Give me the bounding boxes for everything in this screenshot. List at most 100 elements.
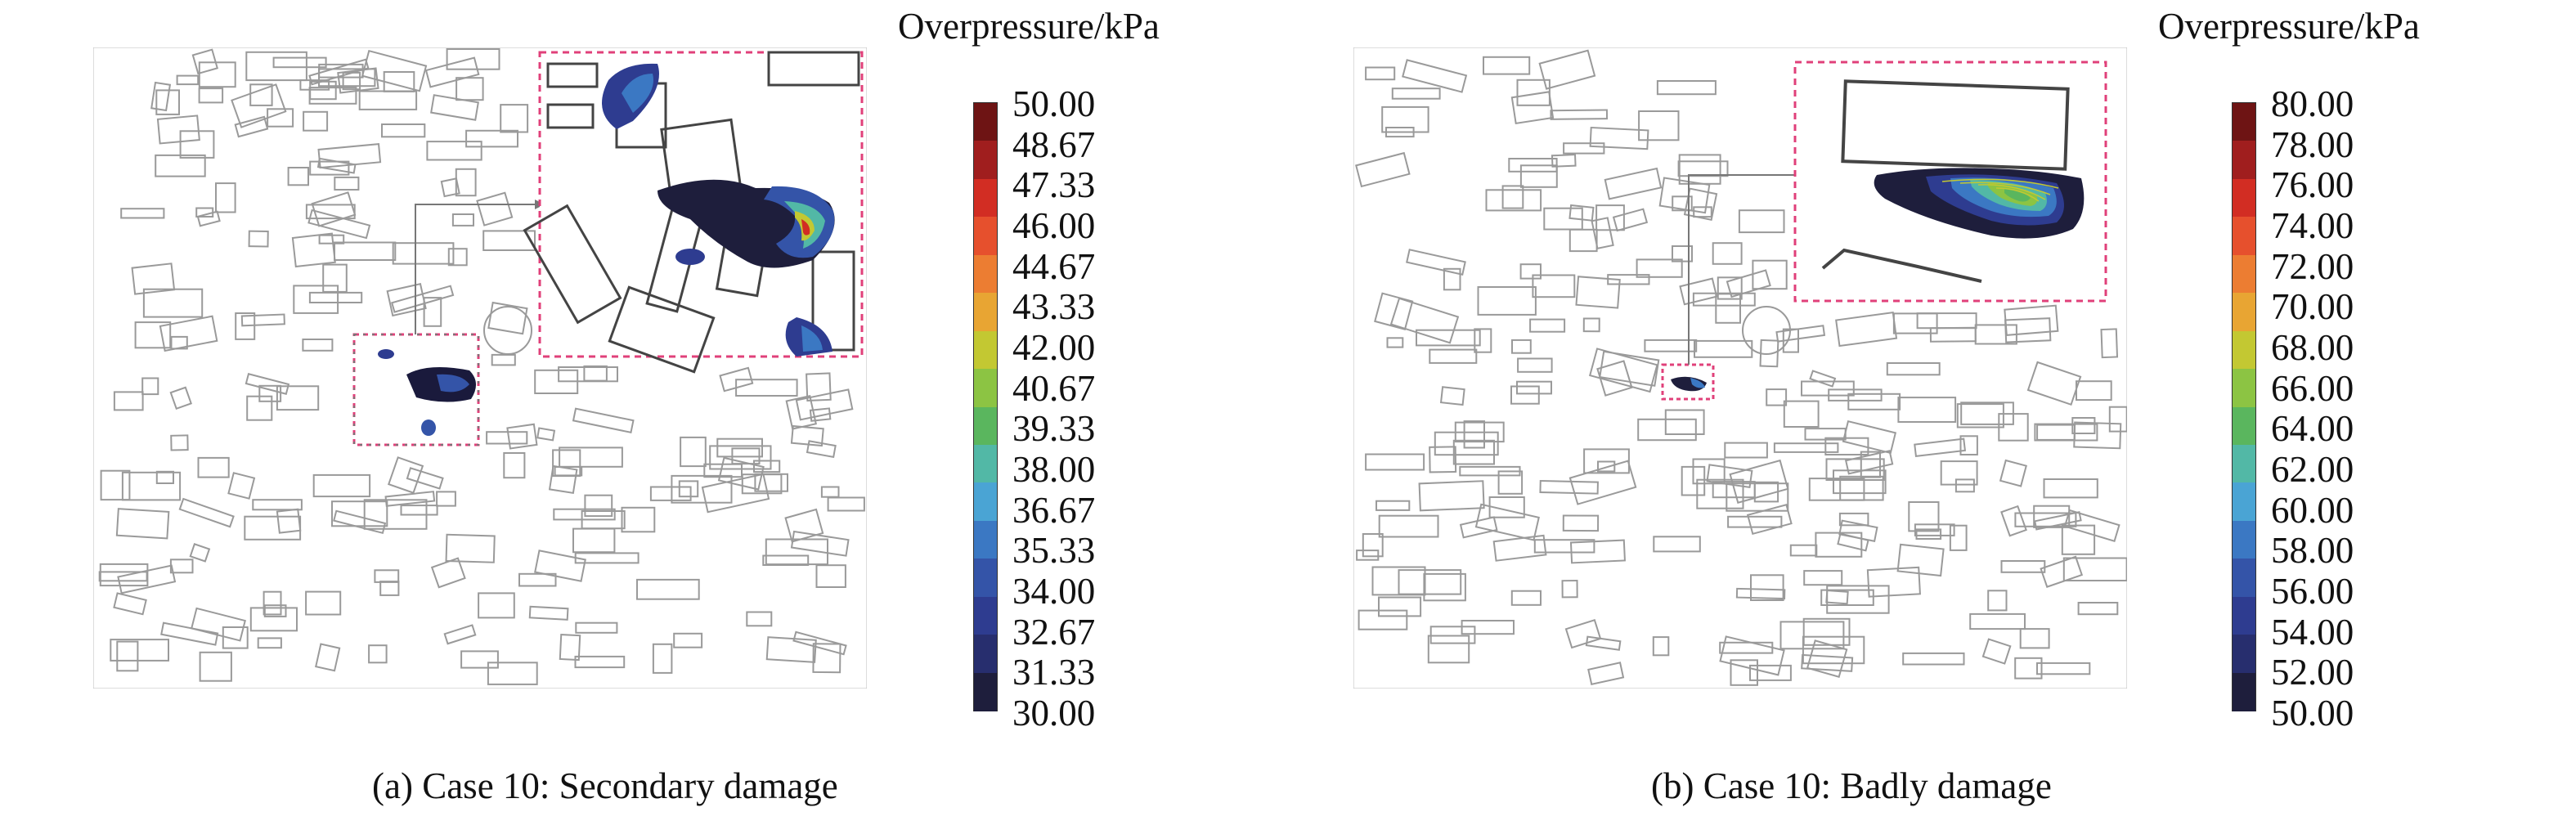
building-outline (785, 395, 817, 430)
building-outline (196, 210, 221, 227)
panel-a: Overpressure/kPa 50.00 48.67 47.33 46.00 44.… (93, 6, 1160, 806)
building-outline (1516, 380, 1552, 395)
building-outline (1838, 512, 1869, 527)
building-outline (263, 604, 287, 617)
building-outline (1474, 503, 1540, 541)
building-outline (447, 248, 468, 267)
building-outline (1587, 662, 1625, 685)
building-outline (309, 160, 350, 176)
building-outline (518, 572, 557, 587)
building-outline (680, 436, 707, 468)
colorbar-tick-label: 42.00 (1012, 327, 1096, 368)
building-outline (1517, 357, 1553, 373)
building-outline (534, 550, 586, 582)
building-outline (1561, 580, 1578, 599)
building-outline (2077, 602, 2119, 616)
building-outline (368, 644, 388, 664)
building-outline (1637, 418, 1697, 442)
colorbar-tick-label: 80.00 (2271, 83, 2354, 124)
building-outline (487, 662, 538, 685)
building-outline (1365, 66, 1396, 81)
building-outline (1381, 105, 1429, 133)
building-outline (1949, 524, 1968, 551)
building-outline (1999, 459, 2027, 487)
building-outline (1483, 56, 1531, 75)
building-outline (2062, 557, 2127, 581)
building-outline (575, 621, 618, 634)
colorbar-segment (2233, 482, 2255, 523)
building-outline (1902, 652, 1965, 666)
building-outline (1599, 350, 1660, 387)
building-outline (636, 578, 700, 600)
building-outline (1746, 504, 1793, 536)
building-outline (553, 508, 616, 521)
colorbar-segment (2233, 103, 2255, 142)
building-outline (311, 191, 357, 227)
building-outline (1358, 609, 1408, 630)
building-outline (1735, 587, 1786, 600)
building-outline (1842, 419, 1897, 455)
map-panel-b (1353, 47, 2127, 689)
building-outline (1750, 574, 1784, 601)
building-outline (1402, 59, 1468, 93)
colorbar-tick-label: 68.00 (2271, 327, 2354, 368)
building-outline (1532, 274, 1576, 298)
colorbar-tick-label: 38.00 (1012, 449, 1096, 490)
building-outline (318, 68, 376, 87)
building-outline (272, 56, 327, 69)
colorbar-tick-label: 60.00 (2271, 489, 2354, 531)
building-outline (1582, 317, 1600, 333)
building-outline (1459, 465, 1521, 477)
building-outline (1439, 386, 1465, 406)
colorbar-b (2232, 102, 2256, 712)
building-outline (1563, 142, 1605, 155)
building-outline (1429, 446, 1457, 473)
building-outline (445, 533, 496, 563)
colorbar-tick-label: 44.67 (1012, 245, 1096, 287)
building-outline (1847, 393, 1901, 410)
building-outline (1752, 259, 1788, 290)
building-outline (1474, 328, 1492, 353)
colorbar-segment (2233, 444, 2255, 484)
colorbar-segment (2233, 141, 2255, 181)
building-outline (121, 471, 182, 501)
building-outline (1866, 566, 1921, 598)
building-outline (1550, 109, 1609, 120)
building-outline (227, 472, 256, 500)
colorbar-tick-label: 32.67 (1012, 611, 1096, 653)
building-outline (308, 291, 363, 303)
building-outline (222, 626, 249, 649)
building-outline (1533, 539, 1595, 554)
building-outline (1529, 318, 1566, 333)
building-outline (1596, 360, 1633, 397)
colorbar-segment (974, 520, 997, 560)
building-outline (1766, 388, 1788, 406)
building-outline (2004, 304, 2059, 336)
building-outline (2034, 423, 2098, 442)
building-outline (765, 636, 817, 663)
building-outline (1738, 209, 1785, 234)
building-outline (337, 67, 379, 94)
building-outline (176, 74, 200, 86)
building-outline (2073, 421, 2122, 450)
building-outline (150, 81, 172, 112)
building-outline (1809, 370, 1837, 388)
building-outline (189, 543, 211, 563)
building-outline (1969, 612, 2026, 630)
building-outline (1916, 312, 1977, 330)
building-outline (1833, 469, 1887, 495)
building-outline (252, 499, 303, 511)
colorbar-tick-label: 66.00 (2271, 367, 2354, 409)
building-outline (460, 650, 499, 669)
building-outline (1429, 348, 1478, 364)
colorbar-tick-label: 47.33 (1012, 164, 1096, 206)
building-outline (1656, 80, 1717, 96)
building-outline (1374, 292, 1414, 330)
building-outline (790, 424, 824, 447)
building-outline (678, 480, 699, 498)
building-outline (559, 634, 581, 662)
colorbar-segment (974, 141, 997, 181)
building-outline (1589, 126, 1649, 150)
building-outline (1886, 362, 1941, 376)
building-outline (1416, 329, 1481, 347)
